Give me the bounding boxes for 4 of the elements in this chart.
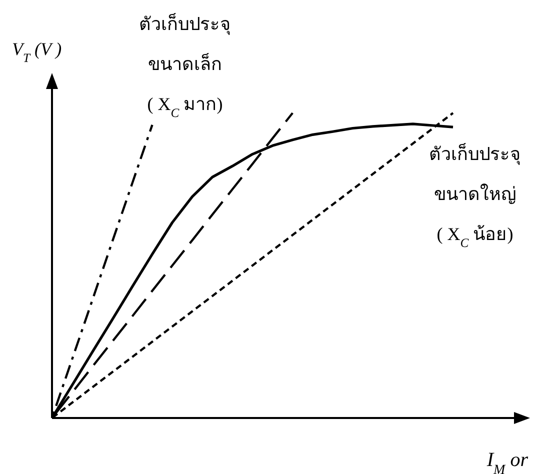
- annotation: ตัวเก็บประจุ ขนาดเล็ก ( X$_{C}$ มาก): [139, 12, 231, 120]
- x-axis-title: I$_{M}$ or: [486, 449, 528, 474]
- annotation: ตัวเก็บประจุ ขนาดใหญ่ ( X$_{C}$ น้อย): [429, 142, 521, 250]
- y-axis-title: V$_{T}$ (V ): [12, 39, 62, 65]
